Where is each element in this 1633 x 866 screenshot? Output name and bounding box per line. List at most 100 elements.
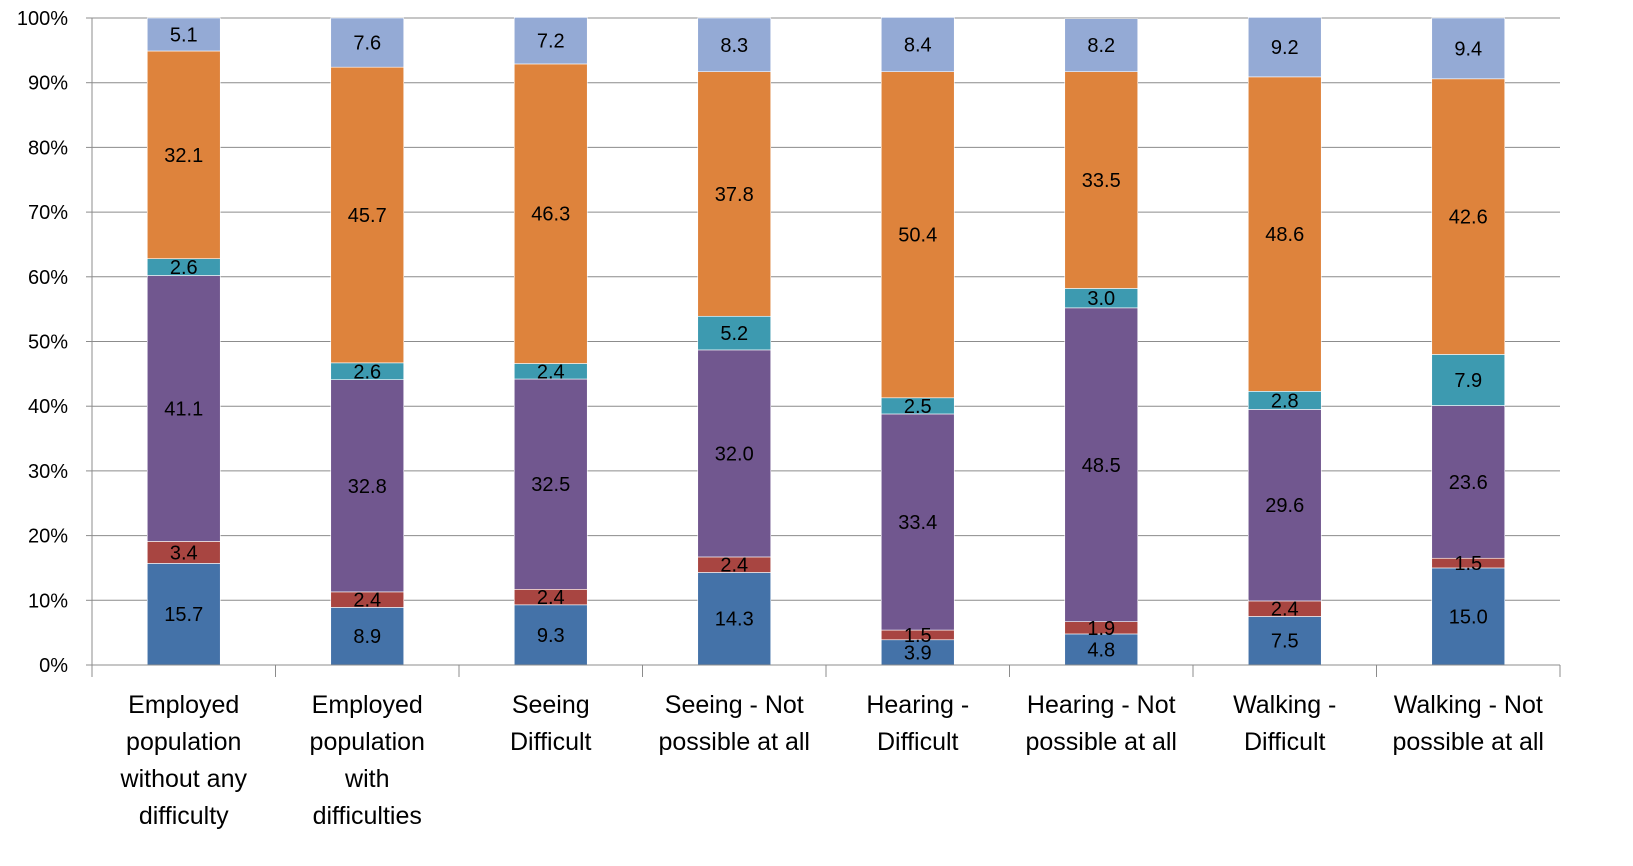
data-label: 9.4 (1454, 38, 1482, 60)
x-category-label-line: Walking - (1233, 691, 1336, 719)
bar-segment-s3-c1 (146, 275, 221, 542)
data-label: 2.5 (904, 396, 932, 418)
x-category-label: Seeing - Not possible at all (659, 691, 810, 756)
x-category-label-line: Hearing - Not (1027, 691, 1176, 719)
x-category-label: Hearing - Not possible at all (1026, 691, 1177, 756)
x-category-label-line: with (344, 765, 389, 793)
data-label: 4.8 (1087, 639, 1115, 661)
y-tick-label: 10% (28, 590, 68, 612)
y-tick-label: 90% (28, 73, 68, 95)
x-category-label-line: difficulties (313, 802, 422, 830)
x-category-label-line: difficulty (139, 802, 229, 830)
data-label: 1.5 (1454, 553, 1482, 575)
data-label: 32.0 (715, 443, 754, 465)
data-label: 29.6 (1265, 495, 1304, 517)
data-label: 9.2 (1271, 37, 1299, 59)
data-label: 2.4 (537, 587, 565, 609)
data-label: 32.8 (348, 476, 387, 498)
x-category-label-line: Difficult (1244, 728, 1326, 756)
data-label: 1.9 (1087, 618, 1115, 640)
data-label: 48.5 (1082, 455, 1121, 477)
bar-segment-s6-c6 (1064, 18, 1139, 73)
bar-segment-s3-c5 (880, 413, 955, 631)
x-category-label-line: Difficult (877, 728, 959, 756)
data-label: 33.5 (1082, 170, 1121, 192)
x-category-label-line: possible at all (659, 728, 810, 756)
x-category-label: Hearing - Difficult (866, 691, 969, 756)
x-category-label-line: Seeing - Not (665, 691, 804, 719)
data-label: 15.0 (1449, 606, 1488, 628)
bar-segment-s3-c2 (330, 379, 405, 593)
y-tick-label: 80% (28, 137, 68, 159)
bar-segment-s3-c8 (1431, 405, 1506, 559)
x-category-label-line: Seeing (512, 691, 590, 719)
x-category-label-line: possible at all (1026, 728, 1177, 756)
data-label: 23.6 (1449, 472, 1488, 494)
bar-segment-s5-c5 (880, 71, 955, 399)
x-category-label-line: Hearing - (866, 691, 969, 719)
bar-segment-s5-c3 (513, 63, 588, 364)
data-label: 2.4 (537, 361, 565, 383)
bar-segment-s1-c3 (513, 604, 588, 666)
x-category-label: Employed population without any difficulty (120, 691, 248, 830)
bar-segment-s3-c3 (513, 378, 588, 590)
x-category-label-line: Employed (128, 691, 239, 719)
data-label: 8.3 (720, 35, 748, 57)
x-category-label: Employed population with difficulties (310, 691, 425, 830)
data-label: 3.4 (170, 542, 198, 564)
bar-segment-s3-c7 (1247, 409, 1322, 602)
data-label: 7.6 (353, 33, 381, 55)
bar-segment-s4-c4 (697, 315, 772, 351)
data-label: 9.3 (537, 625, 565, 647)
bar-segment-s5-c6 (1064, 71, 1139, 289)
data-label: 45.7 (348, 205, 387, 227)
bar-segment-s6-c5 (880, 17, 955, 73)
data-label: 2.8 (1271, 390, 1299, 412)
x-category-label: Seeing Difficult (510, 691, 592, 756)
x-category-label-line: Walking - Not (1394, 691, 1543, 719)
data-label: 50.4 (898, 225, 937, 247)
bars (146, 17, 1506, 666)
bar-segment-s1-c5 (880, 639, 955, 666)
data-label: 2.4 (353, 590, 381, 612)
x-category-label: Walking - Difficult (1233, 691, 1336, 756)
bar-segment-s1-c2 (330, 607, 405, 666)
data-label: 42.6 (1449, 207, 1488, 229)
x-axis-category-labels: Employed population without any difficultyE… (120, 691, 1544, 830)
x-category-label-line: population (126, 728, 241, 756)
data-label: 15.7 (164, 604, 203, 626)
data-label: 2.4 (720, 555, 748, 577)
bar-segment-s1-c6 (1064, 633, 1139, 666)
y-tick-label: 50% (28, 332, 68, 354)
data-label: 1.5 (904, 625, 932, 647)
data-label: 8.4 (904, 35, 932, 57)
bar-segment-s5-c4 (697, 71, 772, 317)
bar-segment-s6-c2 (330, 17, 405, 68)
y-tick-label: 20% (28, 526, 68, 548)
data-label: 32.1 (164, 145, 203, 167)
data-label: 3.9 (904, 642, 932, 664)
y-tick-label: 30% (28, 461, 68, 483)
bar-segment-s6-c7 (1247, 17, 1322, 78)
bar-segment-s6-c1 (146, 17, 221, 52)
data-label: 41.1 (164, 398, 203, 420)
data-label: 7.2 (537, 31, 565, 53)
x-category-label-line: population (310, 728, 425, 756)
data-label: 2.6 (353, 361, 381, 383)
y-tick-label: 0% (39, 655, 68, 677)
x-category-label: Walking - Not possible at all (1393, 691, 1544, 756)
y-tick-label: 60% (28, 267, 68, 289)
x-category-label-line: Difficult (510, 728, 592, 756)
bar-segment-s1-c7 (1247, 616, 1322, 666)
data-label: 5.1 (170, 24, 198, 46)
data-labels: 15.7 3.4 41.1 2.6 32.1 5.1 8.9 2.4 32.8 2.6 45.7 7.… (164, 24, 1487, 664)
bar-segment-s5-c1 (146, 50, 221, 259)
bar-segment-s5-c7 (1247, 76, 1322, 392)
data-label: 7.5 (1271, 631, 1299, 653)
x-category-label-line: without any (120, 765, 248, 793)
bar-segment-s6-c3 (513, 17, 588, 65)
y-axis-tick-labels: 0% 10% 20% 30% 40% 50% 60% 70% 80% 90% 100% (17, 8, 68, 677)
data-label: 5.2 (720, 323, 748, 345)
